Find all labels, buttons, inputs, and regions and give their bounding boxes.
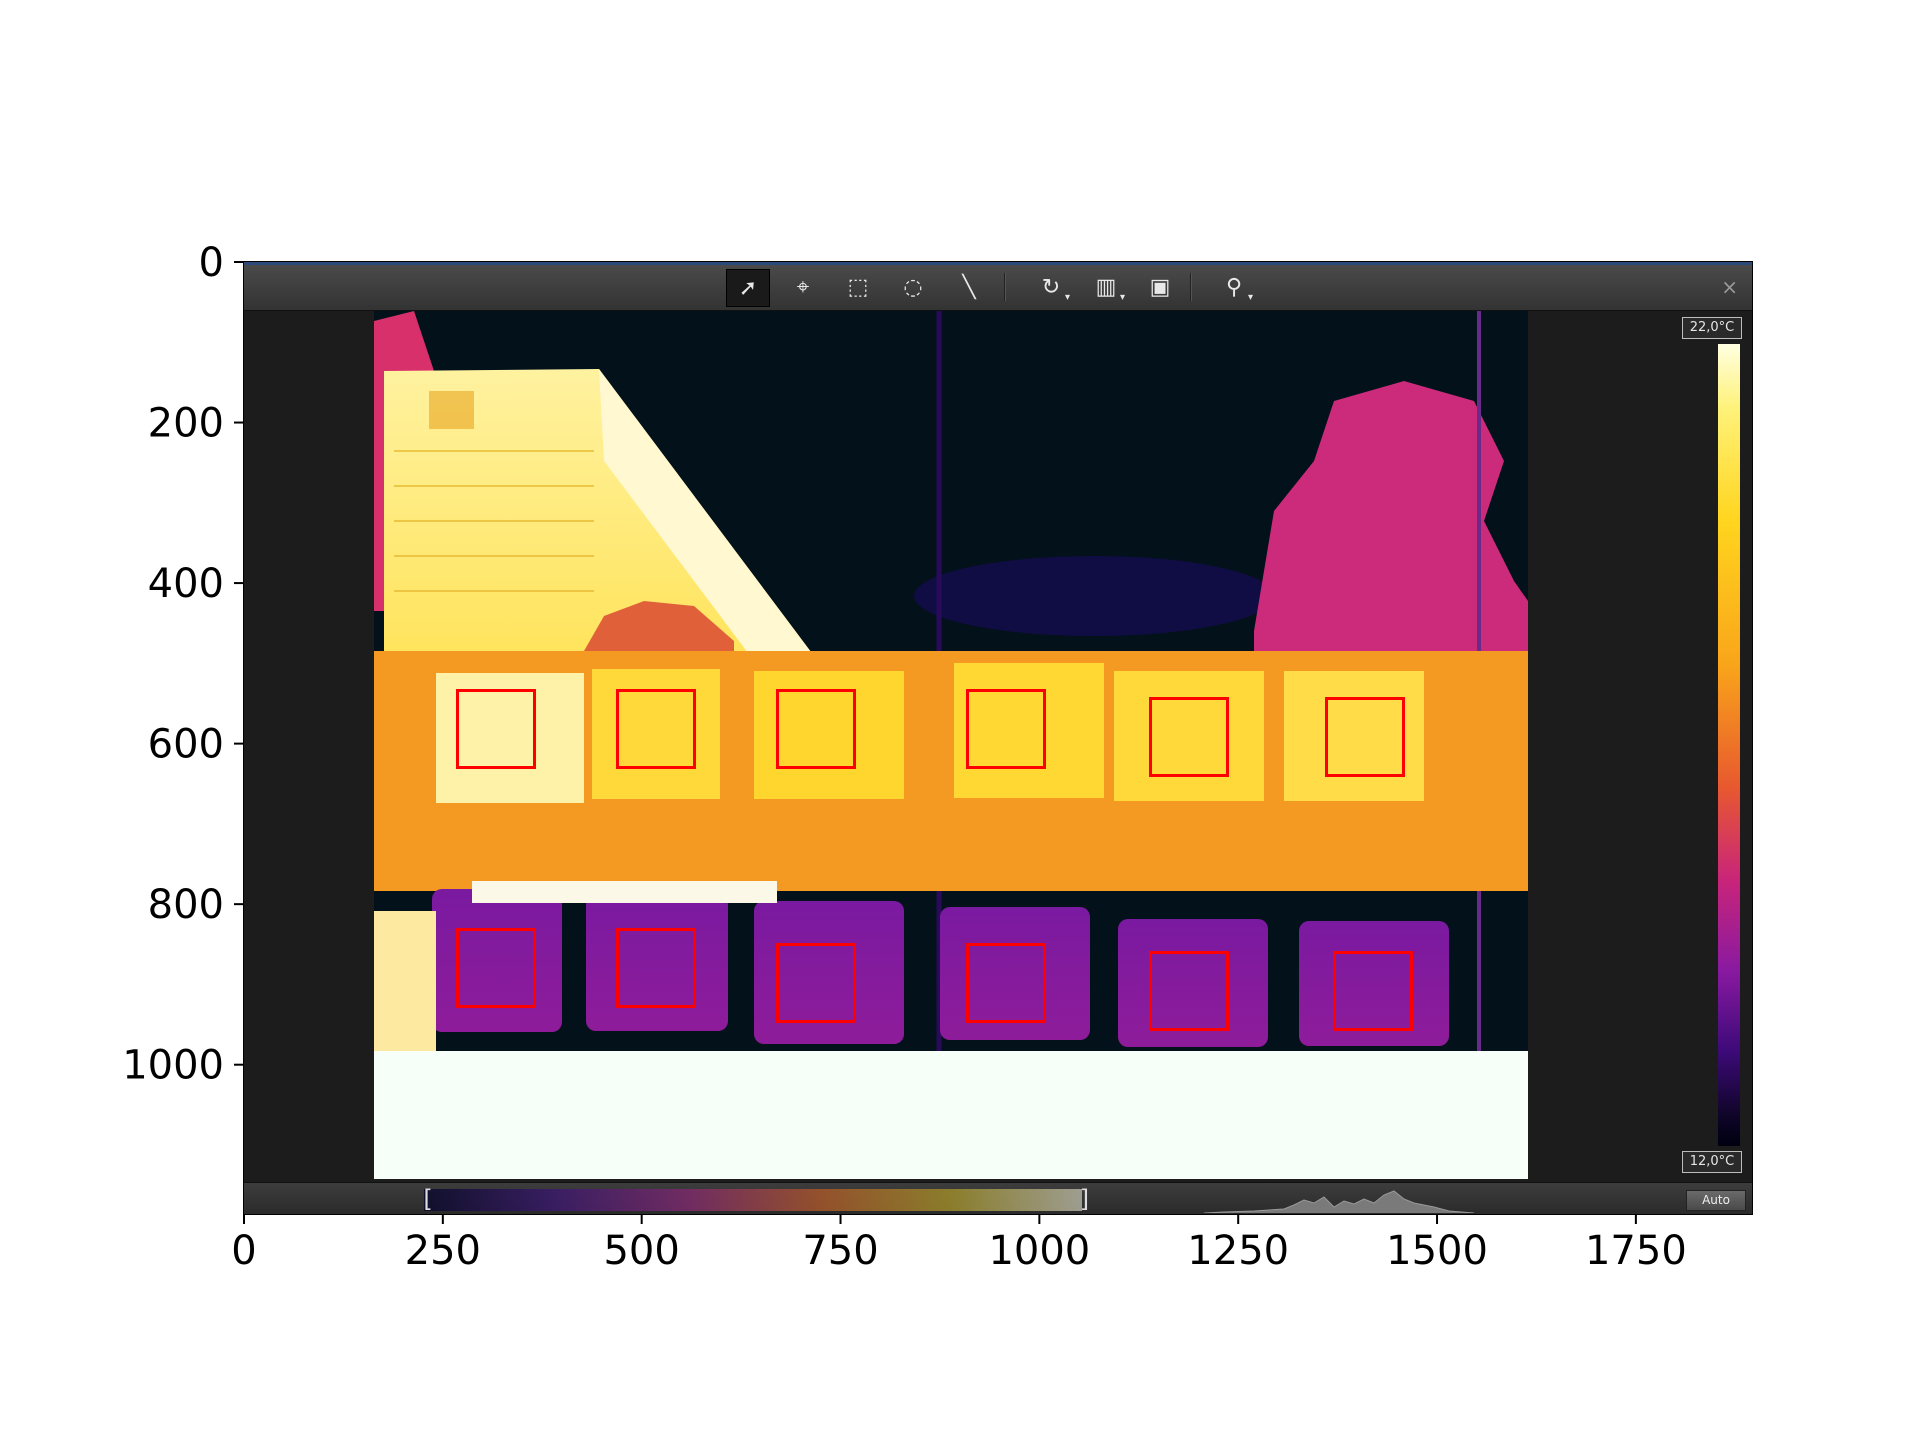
thermal-viewer-window: ➚ ⌖ ⬚ ◌ ╲ ↻ ▾ ▥ ▾ ▣ ⚲ ▾ × (244, 262, 1752, 1214)
zoom-tool-button[interactable]: ⚲ ▾ (1213, 269, 1255, 305)
spot-tool-button[interactable]: ⌖ (782, 269, 824, 305)
ellipse-tool-button[interactable]: ◌ (892, 269, 934, 305)
close-button[interactable]: × (1721, 275, 1738, 299)
x-tick-label: 1500 (1386, 1228, 1488, 1274)
x-tick-label: 500 (603, 1228, 679, 1274)
palette-tool-button[interactable]: ▥ ▾ (1085, 269, 1127, 305)
zoom-icon: ⚲ (1225, 274, 1243, 300)
y-tick-label: 400 (148, 561, 224, 607)
rectangle-select-icon: ⬚ (847, 274, 869, 300)
roi-lower-5[interactable] (1149, 951, 1229, 1031)
roi-lower-4[interactable] (966, 943, 1046, 1023)
range-min-handle[interactable]: [ (420, 1185, 435, 1213)
y-axis: 0 200 400 600 800 1000 (122, 240, 244, 1089)
thermal-scene (374, 311, 1528, 1179)
y-tick-label: 600 (148, 722, 224, 768)
x-tick-label: 750 (802, 1228, 878, 1274)
window-title-strip (244, 262, 1752, 265)
line-icon: ╲ (962, 274, 976, 300)
chevron-down-icon: ▾ (1247, 292, 1253, 303)
ellipse-select-icon: ◌ (903, 274, 923, 300)
chevron-down-icon: ▾ (1119, 292, 1125, 303)
roi-lower-3[interactable] (776, 943, 856, 1023)
scale-max-label[interactable]: 22,0°C (1682, 317, 1742, 339)
fusion-tool-button[interactable]: ▣ (1139, 269, 1181, 305)
x-tick-label: 1750 (1585, 1228, 1687, 1274)
x-axis: 0 250 500 750 1000 1250 1500 1750 (231, 1214, 1687, 1274)
pointer-arrow-icon: ➚ (738, 275, 758, 301)
rotate-tool-button[interactable]: ↻ ▾ (1030, 269, 1072, 305)
roi-lower-2[interactable] (616, 928, 696, 1008)
temperature-color-scale (1718, 344, 1740, 1146)
roi-lower-1[interactable] (456, 928, 536, 1008)
roi-upper-2[interactable] (616, 689, 696, 769)
line-tool-button[interactable]: ╲ (948, 269, 990, 305)
y-tick-label: 200 (148, 401, 224, 447)
image-fusion-icon: ▣ (1149, 274, 1171, 300)
level-span-bar: [ ] Auto (244, 1182, 1752, 1214)
toolbar-separator (1004, 273, 1006, 301)
roi-upper-6[interactable] (1325, 697, 1405, 777)
roi-upper-4[interactable] (966, 689, 1046, 769)
roi-upper-1[interactable] (456, 689, 536, 769)
select-tool-button[interactable]: ➚ (726, 269, 770, 307)
range-max-handle[interactable]: ] (1078, 1185, 1093, 1213)
x-tick-label: 0 (231, 1228, 256, 1274)
palette-icon: ▥ (1095, 274, 1117, 300)
toolbar: ➚ ⌖ ⬚ ◌ ╲ ↻ ▾ ▥ ▾ ▣ ⚲ ▾ × (244, 265, 1752, 311)
toolbar-separator (1190, 273, 1192, 301)
auto-range-button[interactable]: Auto (1686, 1190, 1746, 1211)
rectangle-tool-button[interactable]: ⬚ (837, 269, 879, 305)
x-tick-label: 1250 (1187, 1228, 1289, 1274)
rotate-icon: ↻ (1041, 274, 1061, 300)
y-tick-label: 0 (199, 240, 224, 286)
roi-upper-5[interactable] (1149, 697, 1229, 777)
crosshair-icon: ⌖ (796, 274, 810, 300)
palette-range-track[interactable] (424, 1189, 1082, 1211)
chevron-down-icon: ▾ (1064, 292, 1070, 303)
roi-lower-6[interactable] (1333, 951, 1413, 1031)
scale-min-label[interactable]: 12,0°C (1682, 1151, 1742, 1173)
y-tick-label: 800 (148, 882, 224, 928)
y-tick-label: 1000 (122, 1043, 224, 1089)
roi-upper-3[interactable] (776, 689, 856, 769)
x-tick-label: 1000 (988, 1228, 1090, 1274)
histogram (1204, 1190, 1474, 1213)
thermal-image[interactable] (374, 311, 1528, 1179)
x-tick-label: 250 (405, 1228, 481, 1274)
